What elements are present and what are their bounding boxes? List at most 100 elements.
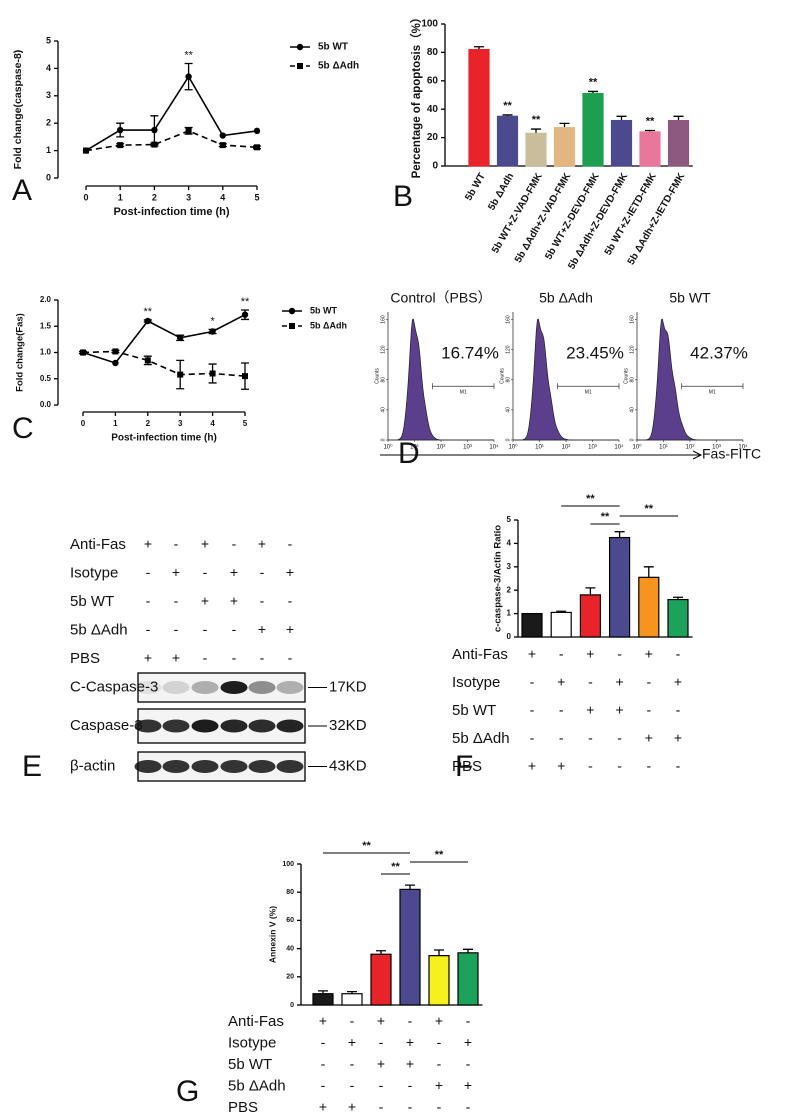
condition-sign: + <box>144 536 152 552</box>
significance: ** <box>532 114 541 126</box>
y-tick-label: 60 <box>427 75 439 86</box>
condition-sign: + <box>377 1013 385 1029</box>
significance: ** <box>184 49 193 61</box>
bar <box>610 119 633 167</box>
y-tick-label: 2 <box>46 118 51 128</box>
condition-sign: - <box>466 1013 471 1029</box>
x-tick-label: 10⁰ <box>632 444 642 451</box>
condition-label: 5b ΔAdh <box>452 730 510 747</box>
x-tick-label: 10⁴ <box>489 444 499 451</box>
y-tick-label: 20 <box>286 974 294 981</box>
condition-label: Isotype <box>452 674 500 691</box>
point <box>209 370 216 377</box>
point <box>177 334 184 341</box>
x-tick-label: 10² <box>686 445 695 451</box>
y-tick-label: 80 <box>380 377 386 383</box>
x-tick-label: 3 <box>186 192 191 202</box>
panel-title: 5b WT <box>669 290 711 306</box>
bar <box>667 119 690 167</box>
band <box>162 719 190 733</box>
panel-letter: G <box>176 1075 199 1108</box>
bar <box>579 594 602 638</box>
histogram <box>388 318 494 441</box>
x-tick-label: 10² <box>437 445 446 451</box>
condition-label: 5b WT <box>70 593 114 610</box>
band <box>276 760 304 773</box>
condition-sign: - <box>288 650 293 666</box>
bar <box>608 536 631 638</box>
bar <box>341 993 363 1006</box>
point <box>151 141 158 148</box>
panel-letter: D <box>398 437 420 470</box>
bracket-label: ** <box>435 849 444 861</box>
condition-sign: + <box>201 536 209 552</box>
band <box>248 681 276 694</box>
y-tick-label: 0 <box>505 438 511 441</box>
condition-sign: + <box>645 730 653 746</box>
x-tick-label: 0 <box>81 419 86 428</box>
x-tick-label: 1 <box>118 192 123 202</box>
condition-sign: - <box>203 650 208 666</box>
y-axis-label: Counts <box>374 368 380 384</box>
x-tick-label: 10⁰ <box>383 444 393 451</box>
x-tick-label: 10¹ <box>535 445 544 451</box>
x-axis-label: Post-infection time (h) <box>113 206 229 218</box>
condition-sign: + <box>674 730 682 746</box>
condition-sign: + <box>586 702 594 718</box>
condition-sign: - <box>288 536 293 552</box>
condition-sign: - <box>321 1034 326 1050</box>
condition-sign: - <box>288 593 293 609</box>
histogram <box>637 318 743 441</box>
y-tick-label: 80 <box>286 889 294 896</box>
legend-marker <box>288 307 296 315</box>
band <box>162 760 190 773</box>
band <box>191 719 219 733</box>
condition-sign: - <box>174 621 179 637</box>
condition-sign: + <box>528 646 536 662</box>
y-tick-label: 160 <box>629 315 635 324</box>
condition-label: 5b ΔAdh <box>70 621 128 638</box>
condition-sign: - <box>350 1013 355 1029</box>
x-tick-label: 4 <box>210 419 215 428</box>
condition-sign: + <box>645 646 653 662</box>
bracket-label: ** <box>391 861 400 873</box>
condition-label: Isotype <box>228 1034 276 1051</box>
significance: ** <box>589 76 598 88</box>
point <box>80 349 86 356</box>
condition-label: Anti-Fas <box>70 536 126 553</box>
legend-marker <box>296 43 304 51</box>
condition-label: Isotype <box>70 564 118 581</box>
legend-marker <box>297 63 303 69</box>
condition-sign: + <box>172 564 180 580</box>
condition-sign: - <box>232 650 237 666</box>
y-tick-label: 160 <box>380 315 386 324</box>
y-tick-label: 20 <box>427 132 439 143</box>
x-tick-label: 1 <box>113 419 118 428</box>
condition-sign: - <box>588 674 593 690</box>
y-tick-label: 3 <box>507 562 512 571</box>
condition-label: Anti-Fas <box>452 646 508 663</box>
point <box>185 127 192 134</box>
condition-sign: - <box>530 730 535 746</box>
band <box>276 719 304 733</box>
condition-sign: + <box>435 1013 443 1029</box>
point <box>254 144 260 151</box>
point <box>117 142 124 149</box>
condition-sign: - <box>437 1099 442 1115</box>
condition-sign: - <box>379 1077 384 1093</box>
point <box>219 142 226 149</box>
condition-sign: - <box>646 674 651 690</box>
condition-sign: - <box>146 621 151 637</box>
band <box>134 719 162 733</box>
y-tick-label: 100 <box>421 19 438 30</box>
condition-sign: - <box>559 702 564 718</box>
condition-sign: + <box>586 646 594 662</box>
panel-letter: B <box>393 180 413 213</box>
y-tick-label: 0 <box>380 438 386 441</box>
bar <box>370 953 392 1006</box>
condition-sign: - <box>408 1077 413 1093</box>
condition-sign: - <box>588 758 593 774</box>
condition-sign: - <box>321 1077 326 1093</box>
condition-sign: + <box>319 1013 327 1029</box>
